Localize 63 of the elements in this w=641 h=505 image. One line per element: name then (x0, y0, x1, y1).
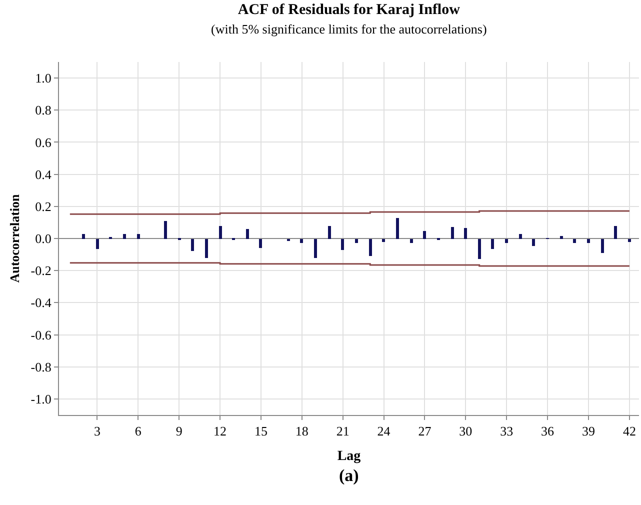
bar (328, 226, 331, 239)
bar (205, 239, 208, 258)
bar (369, 239, 372, 256)
bar (396, 218, 399, 239)
text: (a) (339, 466, 359, 485)
x-tick-label: 21 (336, 424, 350, 439)
bar (314, 239, 317, 258)
bar (505, 239, 508, 243)
y-tick-label: 0.6 (35, 134, 52, 150)
bar (423, 231, 426, 239)
bar (246, 229, 249, 239)
bar (464, 228, 467, 239)
x-tick-label: 3 (94, 424, 100, 439)
chart-title: ACF of Residuals for Karaj Inflow (238, 2, 460, 18)
bar (355, 239, 358, 243)
x-tick-label: 30 (459, 424, 472, 439)
x-tick-label: 27 (418, 424, 432, 439)
x-tick-label: 33 (500, 424, 514, 439)
x-tick-label: 12 (214, 424, 227, 439)
x-tick-label: 24 (377, 424, 391, 439)
bar (451, 227, 454, 239)
y-tick-label: 0.4 (35, 166, 52, 182)
y-tick-label: -1.0 (30, 392, 52, 406)
x-tick-label: 6 (134, 424, 142, 439)
x-tick-label: 15 (254, 424, 268, 439)
bar (587, 239, 590, 243)
bar (491, 239, 494, 249)
x-tick-label: 18 (295, 424, 308, 439)
bar (137, 234, 140, 239)
y-tick-label: -0.4 (30, 295, 52, 310)
bar (573, 239, 576, 243)
y-tick-label: 1.0 (35, 70, 52, 86)
x-tick-label: 39 (582, 424, 596, 439)
bar (601, 239, 604, 253)
bar (219, 226, 222, 239)
y-tick-label: -0.2 (30, 263, 52, 278)
bar (614, 226, 617, 239)
y-tick-label: 0.0 (35, 231, 52, 246)
bar (560, 236, 563, 239)
y-tick-label: -0.8 (30, 359, 52, 374)
x-tick-label: 42 (622, 424, 636, 439)
bar (123, 234, 126, 239)
y-tick-label: 0.8 (35, 102, 52, 118)
x-axis-title: Lag (337, 448, 361, 464)
bar (191, 239, 194, 251)
bar (382, 239, 385, 242)
chart-subtitle: (with 5% significance limits for the autocorrelations) (211, 22, 487, 36)
bar (259, 239, 262, 248)
y-tick-label: 0.2 (35, 198, 52, 214)
bar (478, 239, 481, 259)
bar (628, 239, 631, 242)
bar (300, 239, 303, 243)
x-tick-label: 36 (541, 424, 555, 439)
bar (532, 239, 535, 246)
y-tick-label: -0.6 (30, 327, 52, 342)
bar (96, 239, 99, 249)
bar (341, 239, 344, 250)
bar (82, 234, 85, 239)
bar (519, 234, 522, 239)
y-axis-title: Autocorrelation (6, 193, 22, 283)
bar (410, 239, 413, 243)
bar (164, 221, 167, 239)
x-tick-label: 9 (176, 424, 182, 439)
